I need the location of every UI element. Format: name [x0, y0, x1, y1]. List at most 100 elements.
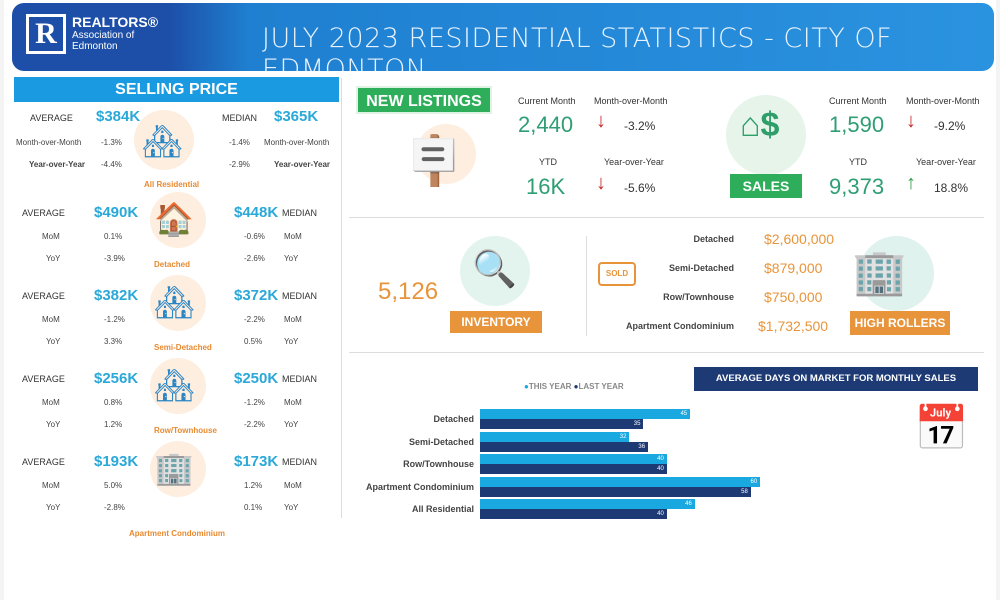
avg-yoy: 1.2%: [104, 420, 123, 429]
header-banner: R REALTORS® Association of Edmonton JULY 2…: [12, 3, 994, 71]
avg-mom: 5.0%: [104, 481, 123, 490]
high-roller-value: $750,000: [764, 289, 823, 305]
avg-mom: -1.2%: [104, 315, 125, 324]
yoy-label: Year-over-Year: [274, 160, 331, 169]
high-roller-label: Semi-Detached: [668, 263, 734, 273]
property-type-icon: 🏘: [154, 284, 195, 320]
bar-last-year: 35: [480, 419, 644, 429]
category-label: Apartment Condominium: [129, 529, 225, 538]
sales-ytd: 9,373: [829, 174, 885, 199]
house-dollar-icon: ⌂$: [740, 106, 780, 144]
chart-category-label: Detached: [433, 414, 474, 424]
yoy-label: YoY: [46, 420, 61, 429]
high-roller-value: $2,600,000: [764, 231, 835, 247]
avg-yoy: -3.9%: [104, 254, 125, 263]
property-type-icon: 🏘: [154, 367, 195, 403]
all-med-yoy: -2.9%: [229, 160, 250, 169]
median-label: MEDIAN: [282, 374, 318, 384]
high-roller-label: Row/Townhouse: [663, 292, 734, 302]
sales-badge: SALES: [730, 174, 802, 198]
infographic: R REALTORS® Association of Edmonton JULY 2…: [4, 0, 996, 600]
avg-price: $382K: [94, 287, 139, 304]
property-type-icon: 🏠: [154, 201, 194, 237]
avg-yoy: 3.3%: [104, 337, 123, 346]
bar-this-year: 45: [480, 409, 691, 419]
divider: [341, 78, 342, 518]
bar-this-year: 40: [480, 454, 667, 464]
med-mom: -0.6%: [244, 232, 265, 241]
selling-price-heading: SELLING PRICE: [14, 77, 339, 102]
med-yoy: 0.5%: [244, 337, 263, 346]
mom-label: MoM: [284, 398, 302, 407]
chart-legend: ●THIS YEAR ●LAST YEAR: [524, 382, 624, 391]
median-price: $372K: [234, 287, 279, 304]
yoy-label: YoY: [284, 420, 299, 429]
logo-line2: Edmonton: [72, 41, 118, 52]
arrow-up-icon: ↑: [906, 172, 916, 194]
inventory-value: 5,126: [378, 278, 439, 305]
calendar-clock-icon: 📅: [914, 404, 969, 453]
avg-mom: 0.1%: [104, 232, 123, 241]
all-avg-mom: -1.3%: [101, 138, 122, 147]
chart-title: AVERAGE DAYS ON MARKET FOR MONTHLY SALES: [694, 367, 978, 391]
divider: [349, 352, 984, 353]
sales-mom: -9.2%: [934, 119, 966, 133]
bar-this-year: 46: [480, 499, 695, 509]
median-label: MEDIAN: [282, 457, 318, 467]
ytd-label: YTD: [849, 157, 867, 167]
all-avg-price: $384K: [96, 108, 141, 125]
mom-label: MoM: [284, 481, 302, 490]
mom-label: MoM: [284, 232, 302, 241]
property-type-icon: 🏢: [154, 450, 194, 486]
yoy-label: YoY: [284, 254, 299, 263]
new-listings-yoy: -5.6%: [624, 181, 656, 195]
bar-last-year: 36: [480, 441, 649, 452]
median-price: $448K: [234, 204, 279, 221]
yoy-label: YoY: [284, 337, 299, 346]
current-month-label: Current Month: [518, 96, 576, 106]
median-label: MEDIAN: [282, 291, 318, 301]
avg-price: $193K: [94, 453, 139, 470]
mom-label: Month-over-Month: [594, 96, 668, 106]
mom-label: Month-over-Month: [16, 138, 82, 147]
bar-last-year: 58: [480, 486, 751, 497]
yoy-label: YoY: [46, 254, 61, 263]
mom-label: Month-over-Month: [906, 96, 980, 106]
search-house-icon: 🔍: [472, 248, 517, 289]
bar-this-year: 60: [480, 476, 761, 487]
yoy-label: Year-over-Year: [29, 160, 86, 169]
bar-this-year: 32: [480, 431, 630, 442]
med-mom: -1.2%: [244, 398, 265, 407]
avg-price: $256K: [94, 370, 139, 387]
avg-mom: 0.8%: [104, 398, 123, 407]
median-price: $250K: [234, 370, 279, 387]
all-med-mom: -1.4%: [229, 138, 250, 147]
building-price-tag-icon: 🏢: [852, 248, 907, 297]
med-mom: 1.2%: [244, 481, 263, 490]
category-label: Row/Townhouse: [154, 426, 217, 435]
bar-last-year: 40: [480, 464, 667, 474]
page-title: JULY 2023 RESIDENTIAL STATISTICS - CITY …: [262, 23, 893, 71]
high-roller-value: $1,732,500: [758, 318, 829, 334]
avg-label: AVERAGE: [22, 291, 65, 301]
high-rollers-badge: HIGH ROLLERS: [850, 311, 950, 335]
avg-yoy: -2.8%: [104, 503, 125, 512]
arrow-down-icon: ↓: [596, 110, 606, 132]
legend-this-year: THIS YEAR: [528, 382, 572, 391]
avg-label: AVERAGE: [30, 113, 73, 123]
avg-label: AVERAGE: [22, 457, 65, 467]
divider: [349, 217, 984, 218]
divider: [586, 236, 587, 336]
high-roller-label: Apartment Condominium: [626, 321, 734, 331]
high-roller-value: $879,000: [764, 260, 823, 276]
category-label: All Residential: [144, 180, 200, 189]
category-label: Detached: [154, 260, 191, 269]
arrow-down-icon: ↓: [596, 172, 606, 194]
yoy-label: Year-over-Year: [916, 157, 976, 167]
yoy-label: YoY: [46, 337, 61, 346]
mom-label: Month-over-Month: [264, 138, 330, 147]
med-yoy: 0.1%: [244, 503, 263, 512]
residential-buildings-icon: 🏘: [142, 123, 183, 159]
avg-label: AVERAGE: [22, 208, 65, 218]
logo-brand: REALTORS®: [72, 14, 159, 30]
